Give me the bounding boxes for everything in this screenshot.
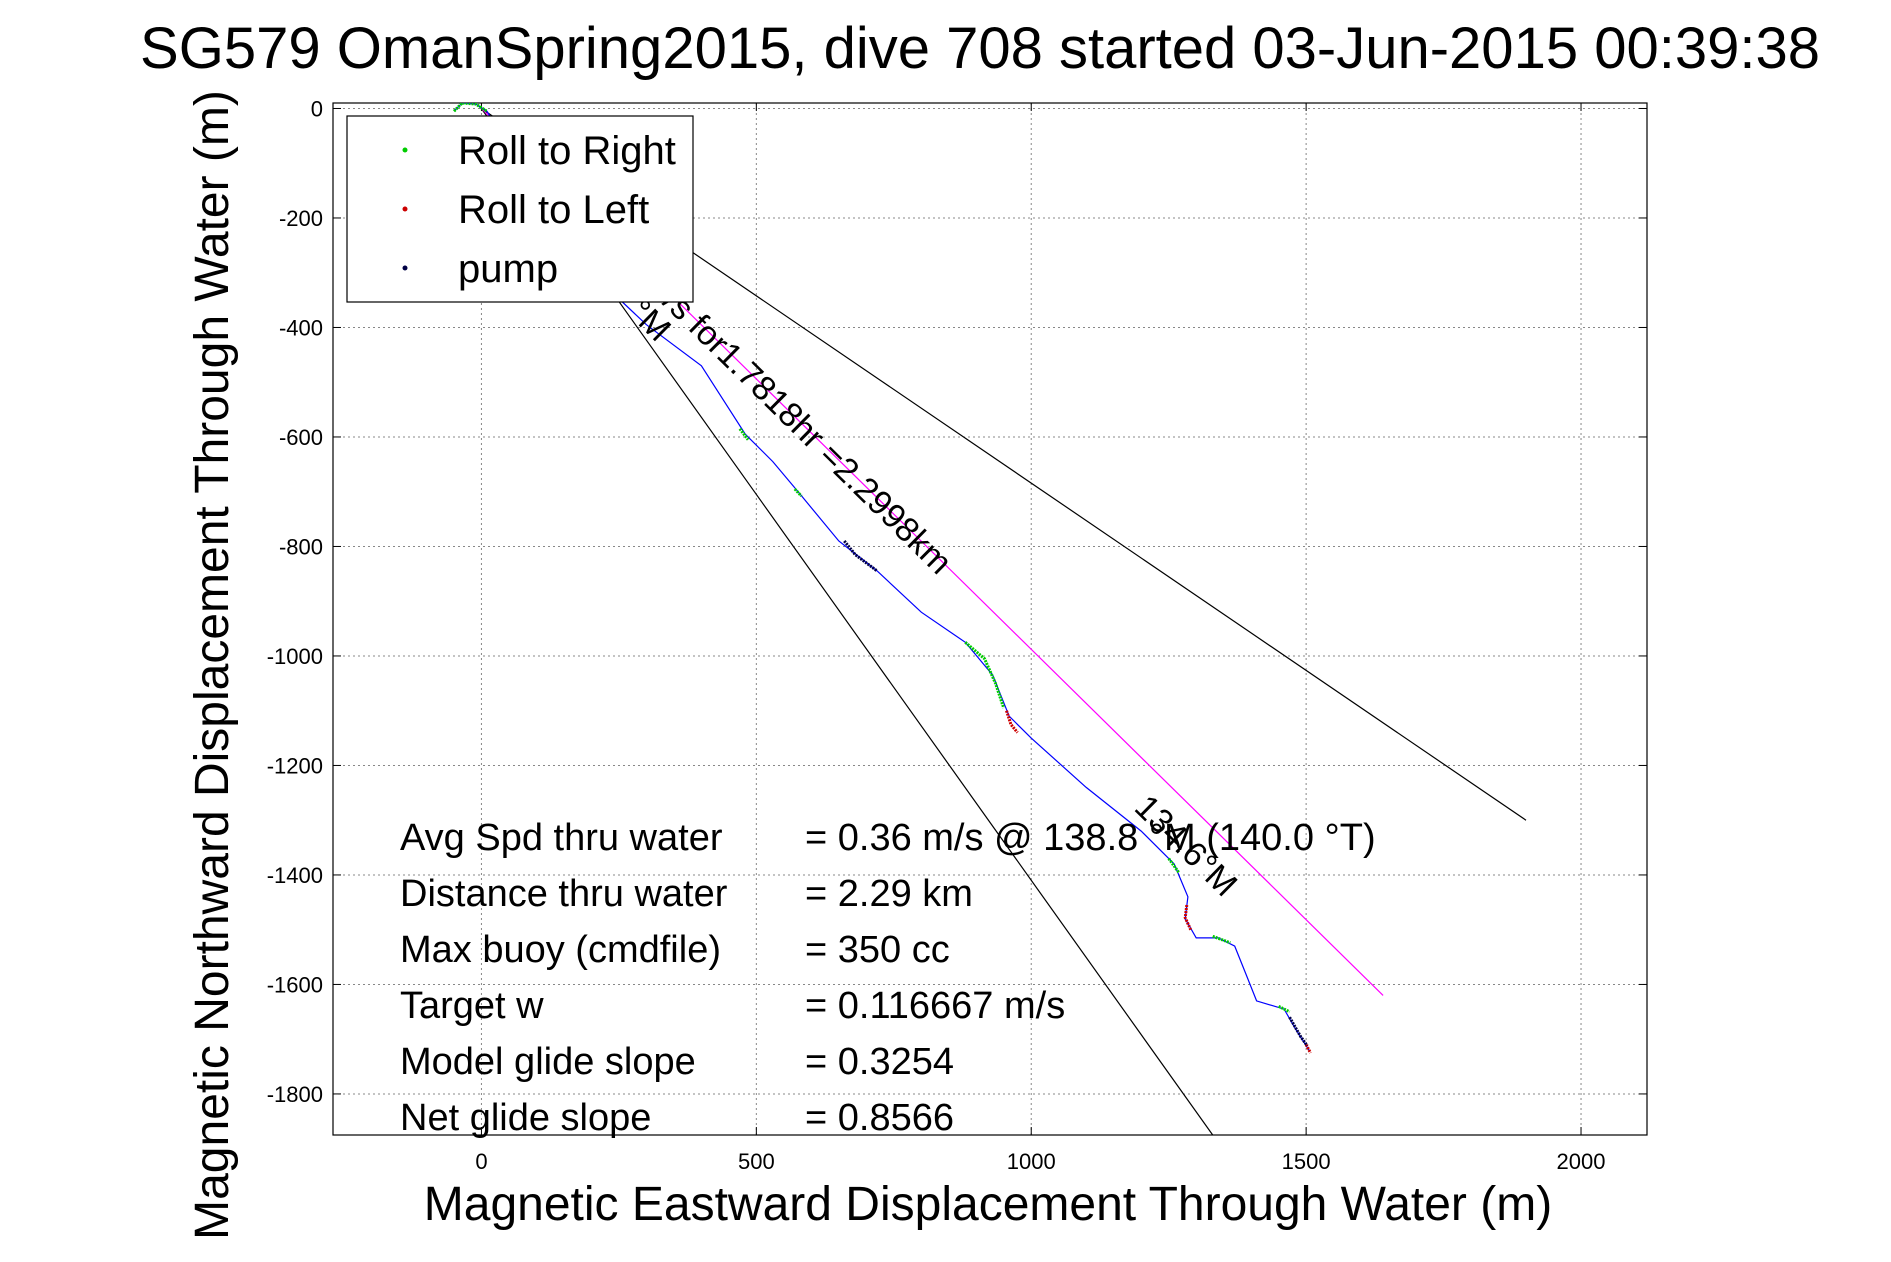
stat-label: Model glide slope — [400, 1041, 696, 1083]
roll-right-segment — [793, 487, 803, 498]
y-tick-label: -400 — [279, 315, 323, 340]
legend: Roll to Right Roll to Left pump — [346, 115, 694, 303]
x-axis-label: Magnetic Eastward Displacement Through W… — [424, 1178, 1552, 1231]
y-tick-label: -200 — [279, 206, 323, 231]
stat-value: = 2.29 km — [805, 873, 973, 915]
y-tick-label: -1200 — [267, 753, 323, 778]
x-tick-label: 1500 — [1282, 1149, 1331, 1174]
roll-right-segment — [964, 641, 1006, 709]
stats-block: Avg Spd thru water = 0.36 m/s @ 138.8 °M … — [400, 817, 1376, 1139]
stat-label: Distance thru water — [400, 873, 728, 915]
pump-segment — [1288, 1016, 1309, 1047]
x-tick-label: 500 — [738, 1149, 775, 1174]
y-tick-label: -600 — [279, 425, 323, 450]
x-tick-label: 1000 — [1007, 1149, 1056, 1174]
roll-right-segment — [1277, 1004, 1291, 1014]
stat-label: Max buoy (cmdfile) — [400, 929, 721, 971]
roll-right-segment — [452, 103, 488, 113]
x-tick-label: 0 — [475, 1149, 487, 1174]
roll-left-segment — [1005, 710, 1019, 734]
legend-label: pump — [458, 247, 558, 291]
legend-marker — [402, 206, 408, 212]
pump-segment — [843, 540, 879, 573]
legend-marker — [402, 265, 408, 271]
stat-value: = 0.8566 — [805, 1097, 954, 1139]
roll-right-segment — [1212, 934, 1231, 945]
stat-value: = 0.3254 — [805, 1041, 954, 1083]
y-tick-label: -1600 — [267, 972, 323, 997]
stat-label: Avg Spd thru water — [400, 817, 723, 859]
y-axis-label: Magnetic Northward Displacement Through … — [186, 90, 239, 1240]
y-tick-label: -1400 — [267, 863, 323, 888]
stat-value: = 350 cc — [805, 929, 950, 971]
roll-right-segment — [738, 427, 750, 441]
y-tick-label: -1800 — [267, 1082, 323, 1107]
stat-label: Target w — [400, 985, 544, 1027]
stat-label: Net glide slope — [400, 1097, 651, 1139]
legend-label: Roll to Right — [458, 129, 676, 173]
roll-left-segment — [1183, 904, 1193, 931]
roll-left-segment — [1304, 1043, 1312, 1054]
x-tick-label: 2000 — [1557, 1149, 1606, 1174]
stat-value: = 0.36 m/s @ 138.8 °M (140.0 °T) — [805, 817, 1376, 859]
plot-frame — [332, 102, 1648, 1136]
legend-marker — [402, 147, 408, 153]
y-tick-label: 0 — [311, 96, 323, 121]
y-tick-label: -1000 — [267, 644, 323, 669]
chart-title: SG579 OmanSpring2015, dive 708 started 0… — [140, 16, 1820, 81]
legend-label: Roll to Left — [458, 188, 649, 232]
y-tick-label: -800 — [279, 534, 323, 559]
stat-value: = 0.116667 m/s — [805, 985, 1065, 1027]
